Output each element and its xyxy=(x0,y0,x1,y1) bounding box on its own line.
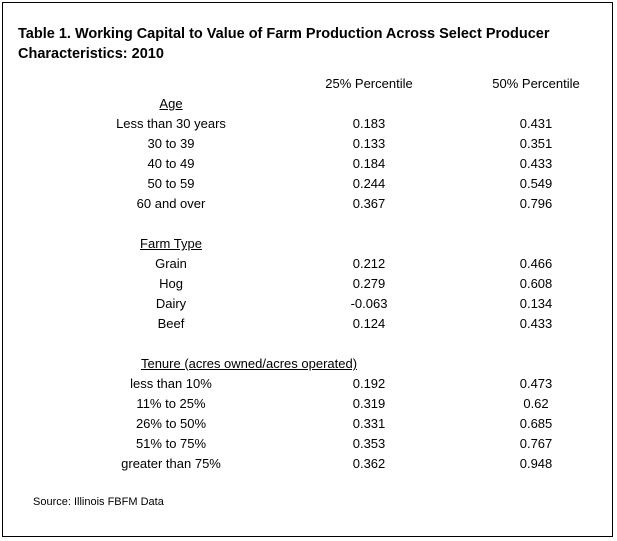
cell-p25: 0.192 xyxy=(352,376,386,391)
row-label: Beef xyxy=(157,316,185,331)
row-label: 51% to 75% xyxy=(135,436,207,451)
column-header-25th-percentile: 25% Percentile xyxy=(325,76,413,91)
cell-p50: 0.134 xyxy=(519,296,553,311)
row-label: 26% to 50% xyxy=(135,416,207,431)
cell-p50: 0.62 xyxy=(523,396,549,411)
row-label: Grain xyxy=(155,256,187,271)
row-label: greater than 75% xyxy=(121,456,221,471)
section-heading-farm-type: Farm Type xyxy=(140,236,202,251)
row-label: Dairy xyxy=(155,296,187,311)
cell-p25: 0.244 xyxy=(352,176,386,191)
cell-p25: 0.353 xyxy=(352,436,386,451)
cell-p50: 0.431 xyxy=(519,116,553,131)
cell-p25: 0.124 xyxy=(352,316,386,331)
cell-p50: 0.549 xyxy=(519,176,553,191)
cell-p25: 0.212 xyxy=(352,256,386,271)
cell-p50: 0.685 xyxy=(519,416,553,431)
cell-p25: 0.367 xyxy=(352,196,386,211)
row-label: Less than 30 years xyxy=(116,116,226,131)
cell-p50: 0.473 xyxy=(519,376,553,391)
source-note: Source: Illinois FBFM Data xyxy=(33,496,164,508)
row-label: 30 to 39 xyxy=(147,136,195,151)
cell-p25: 0.184 xyxy=(352,156,386,171)
row-label: 40 to 49 xyxy=(147,156,195,171)
row-label: 50 to 59 xyxy=(147,176,195,191)
cell-p25: 0.362 xyxy=(352,456,386,471)
cell-p50: 0.767 xyxy=(519,436,553,451)
cell-p50: 0.608 xyxy=(519,276,553,291)
cell-p50: 0.796 xyxy=(519,196,553,211)
cell-p25: 0.319 xyxy=(352,396,386,411)
cell-p25: 0.331 xyxy=(352,416,386,431)
cell-p25: 0.133 xyxy=(352,136,386,151)
cell-p25: 0.183 xyxy=(352,116,386,131)
row-label: 60 and over xyxy=(136,196,206,211)
table-title: Table 1. Working Capital to Value of Far… xyxy=(18,26,550,62)
row-label: less than 10% xyxy=(130,376,212,391)
cell-p50: 0.351 xyxy=(519,136,553,151)
row-label: Hog xyxy=(159,276,183,291)
cell-p50: 0.466 xyxy=(519,256,553,271)
column-header-50th-percentile: 50% Percentile xyxy=(492,76,580,91)
cell-p50: 0.433 xyxy=(519,316,553,331)
cell-p50: 0.433 xyxy=(519,156,553,171)
table-frame: Table 1. Working Capital to Value of Far… xyxy=(2,2,613,537)
row-label: 11% to 25% xyxy=(136,396,206,411)
section-heading-tenure: Tenure (acres owned/acres operated) xyxy=(140,356,358,371)
section-heading-age: Age xyxy=(159,96,183,111)
cell-p50: 0.948 xyxy=(519,456,553,471)
cell-p25: -0.063 xyxy=(350,296,388,311)
cell-p25: 0.279 xyxy=(352,276,386,291)
